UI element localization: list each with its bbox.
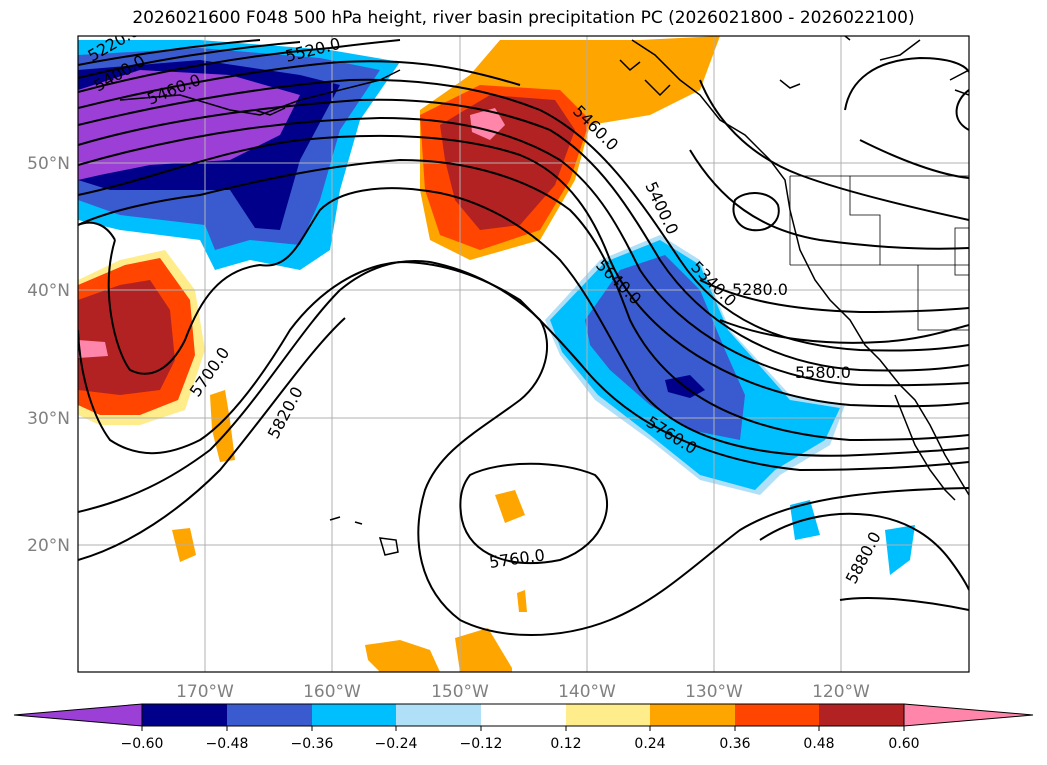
precip-field-positive-south: [365, 490, 527, 672]
contour-label: 5580.0: [795, 363, 851, 382]
colorbar-segment: [819, 704, 904, 726]
colorbar-segment: [735, 704, 819, 726]
colorbar-segment: [312, 704, 396, 726]
lon-label: 120°W: [812, 682, 870, 702]
colorbar-segment: [566, 704, 650, 726]
colorbar-tick: −0.48: [206, 736, 249, 752]
colorbar-segment: [481, 704, 566, 726]
lat-label: 40°N: [27, 281, 70, 301]
colorbar-segment: [396, 704, 481, 726]
lon-label: 150°W: [431, 682, 489, 702]
colorbar-under-arrow: [13, 703, 143, 727]
colorbar-segment: [227, 704, 312, 726]
lon-label: 130°W: [685, 682, 743, 702]
map-title: 2026021600 F048 500 hPa height, river ba…: [132, 8, 915, 28]
colorbar-tick: −0.12: [460, 736, 503, 752]
colorbar-segment: [142, 704, 227, 726]
colorbar-tick: 0.60: [888, 736, 919, 752]
colorbar-tick: −0.60: [121, 736, 164, 752]
colorbar: −0.60 −0.48 −0.36 −0.24 −0.12 0.12 0.24 …: [13, 703, 1034, 752]
contour-label: 5280.0: [732, 280, 788, 299]
lat-label: 20°N: [27, 536, 70, 556]
colorbar-over-arrow: [903, 703, 1034, 727]
lon-label: 170°W: [176, 682, 234, 702]
colorbar-tick: 0.48: [803, 736, 834, 752]
lon-label: 160°W: [303, 682, 361, 702]
height-contours: [78, 39, 969, 636]
latitude-labels: 50°N 40°N 30°N 20°N: [27, 154, 70, 556]
colorbar-tick: 0.24: [634, 736, 665, 752]
lon-label: 140°W: [558, 682, 616, 702]
map-frame: [77, 35, 970, 673]
colorbar-tick: 0.12: [550, 736, 581, 752]
colorbar-frame: [141, 703, 905, 727]
lat-label: 50°N: [27, 154, 70, 174]
colorbar-segment: [650, 704, 735, 726]
precip-field-positive-gulf: [420, 36, 720, 260]
colorbar-tick: −0.24: [375, 736, 418, 752]
colorbar-tick: −0.36: [291, 736, 334, 752]
colorbar-tick: 0.36: [719, 736, 750, 752]
lat-label: 30°N: [27, 409, 70, 429]
longitude-labels: 170°W 160°W 150°W 140°W 130°W 120°W: [176, 682, 870, 702]
